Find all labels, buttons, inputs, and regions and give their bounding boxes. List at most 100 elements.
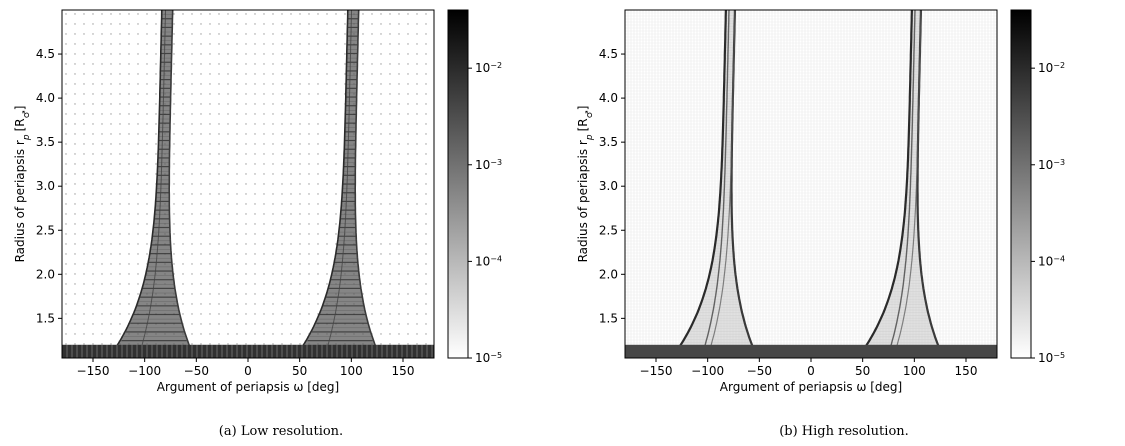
lobe-fill bbox=[908, 143, 918, 148]
grid-dot bbox=[227, 33, 229, 35]
grid-dot bbox=[371, 223, 373, 225]
grid-dot bbox=[272, 183, 274, 185]
lobe-fill bbox=[901, 242, 919, 247]
grid-dot bbox=[317, 263, 319, 265]
lobe-fill bbox=[910, 52, 920, 57]
grid-dot bbox=[281, 173, 283, 175]
grid-dot bbox=[101, 193, 103, 195]
grid-dot bbox=[209, 263, 211, 265]
grid-dot bbox=[407, 23, 409, 25]
lobe-fill bbox=[118, 340, 189, 346]
grid-dot bbox=[299, 113, 301, 115]
lobe-fill bbox=[723, 109, 733, 113]
grid-dot bbox=[191, 263, 193, 265]
grid-dot bbox=[317, 23, 319, 25]
grid-dot bbox=[362, 273, 364, 275]
lobe-fill bbox=[898, 258, 921, 263]
grid-dot bbox=[92, 333, 94, 335]
grid-dot bbox=[200, 213, 202, 215]
grid-dot bbox=[317, 133, 319, 135]
grid-dot bbox=[290, 223, 292, 225]
lobe-fill bbox=[711, 261, 735, 265]
grid-dot bbox=[200, 13, 202, 15]
grid-dot bbox=[182, 223, 184, 225]
grid-dot bbox=[272, 283, 274, 285]
grid-dot bbox=[101, 233, 103, 235]
lobe-fill bbox=[708, 277, 737, 281]
grid-dot bbox=[380, 323, 382, 325]
grid-dot bbox=[200, 313, 202, 315]
lobe-fill bbox=[911, 20, 921, 24]
grid-dot bbox=[182, 143, 184, 145]
grid-dot bbox=[389, 263, 391, 265]
grid-dot bbox=[191, 213, 193, 215]
grid-dot bbox=[407, 223, 409, 225]
lobe-fill bbox=[312, 327, 370, 333]
grid-dot bbox=[398, 323, 400, 325]
grid-dot bbox=[218, 273, 220, 275]
grid-dot bbox=[299, 143, 301, 145]
lobe-fill bbox=[909, 119, 919, 123]
grid-dot bbox=[416, 143, 418, 145]
grid-dot bbox=[371, 83, 373, 85]
grid-dot bbox=[263, 13, 265, 15]
grid-dot bbox=[110, 53, 112, 55]
grid-dot bbox=[83, 293, 85, 295]
grid-dot bbox=[200, 333, 202, 335]
grid-dot bbox=[137, 203, 139, 205]
grid-dot bbox=[200, 23, 202, 25]
lobe-fill bbox=[344, 140, 356, 146]
lobe-fill bbox=[336, 244, 357, 250]
grid-dot bbox=[245, 253, 247, 255]
grid-dot bbox=[110, 243, 112, 245]
grid-dot bbox=[209, 103, 211, 105]
grid-dot bbox=[236, 113, 238, 115]
grid-dot bbox=[227, 113, 229, 115]
grid-dot bbox=[254, 113, 256, 115]
grid-dot bbox=[110, 233, 112, 235]
grid-dot bbox=[65, 113, 67, 115]
grid-dot bbox=[344, 53, 346, 55]
grid-dot bbox=[83, 233, 85, 235]
grid-dot bbox=[335, 233, 337, 235]
grid-dot bbox=[83, 253, 85, 255]
grid-dot bbox=[128, 193, 130, 195]
lobe-fill bbox=[907, 175, 918, 180]
grid-dot bbox=[245, 303, 247, 305]
lobe-fill bbox=[158, 127, 170, 133]
grid-dot bbox=[326, 143, 328, 145]
grid-dot bbox=[299, 223, 301, 225]
grid-dot bbox=[191, 313, 193, 315]
grid-dot bbox=[200, 323, 202, 325]
grid-dot bbox=[308, 53, 310, 55]
grid-dot bbox=[200, 93, 202, 95]
grid-dot bbox=[227, 333, 229, 335]
grid-dot bbox=[227, 243, 229, 245]
grid-dot bbox=[254, 293, 256, 295]
grid-dot bbox=[119, 93, 121, 95]
grid-dot bbox=[209, 83, 211, 85]
grid-dot bbox=[191, 53, 193, 55]
grid-dot bbox=[173, 213, 175, 215]
grid-dot bbox=[191, 243, 193, 245]
grid-dot bbox=[155, 93, 157, 95]
grid-dot bbox=[281, 213, 283, 215]
lobe-fill bbox=[147, 262, 173, 268]
lobe-fill bbox=[343, 153, 356, 159]
lobe-fill bbox=[905, 197, 918, 201]
lobe-fill bbox=[347, 14, 359, 20]
grid-dot bbox=[407, 63, 409, 65]
grid-dot bbox=[371, 53, 373, 55]
grid-dot bbox=[236, 93, 238, 95]
grid-dot bbox=[272, 343, 274, 345]
lobe-fill bbox=[909, 103, 919, 107]
lobe-fill bbox=[161, 27, 173, 33]
y-tick-label: 4.0 bbox=[599, 91, 618, 105]
grid-dot bbox=[191, 273, 193, 275]
grid-dot bbox=[209, 343, 211, 345]
grid-dot bbox=[416, 123, 418, 125]
grid-dot bbox=[335, 43, 337, 45]
x-tick-label: 100 bbox=[340, 364, 363, 378]
grid-dot bbox=[83, 93, 85, 95]
lobe-fill bbox=[911, 23, 921, 27]
